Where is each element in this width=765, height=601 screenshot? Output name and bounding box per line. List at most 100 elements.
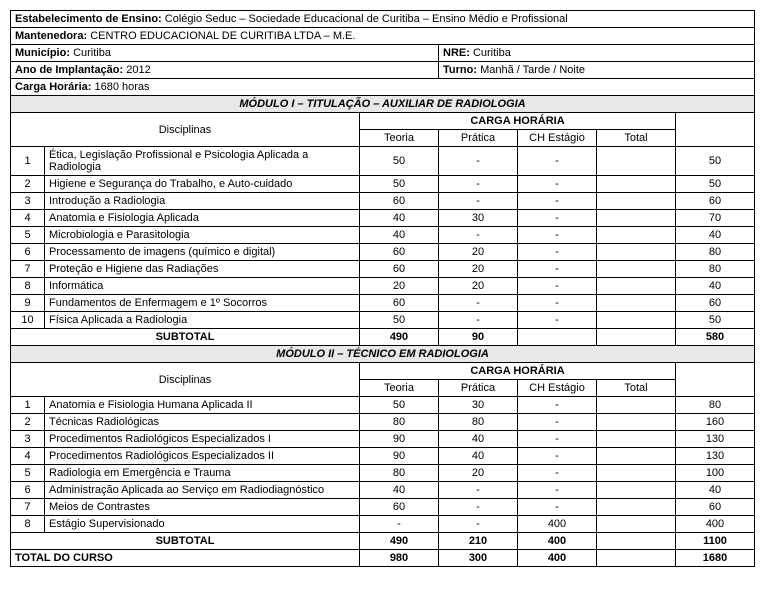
ano-label: Ano de Implantação: (15, 64, 123, 76)
row-pratica: 20 (439, 244, 518, 261)
row-disciplina: Procedimentos Radiológicos Especializado… (45, 431, 360, 448)
row-number: 5 (11, 465, 45, 482)
row-pratica: - (439, 516, 518, 533)
table-row: 4Anatomia e Fisiologia Aplicada4030-70 (11, 210, 755, 227)
row-estagio: - (518, 499, 597, 516)
carga-value: 1680 horas (94, 81, 149, 93)
total-curso-total: 1680 (676, 550, 755, 567)
table-row: 8Estágio Supervisionado--400400 (11, 516, 755, 533)
row-total: 50 (676, 147, 755, 176)
table-row: 3Introdução a Radiologia60--60 (11, 193, 755, 210)
module1-disciplinas-header: Disciplinas (11, 113, 360, 147)
row-total: 60 (676, 295, 755, 312)
row-number: 2 (11, 176, 45, 193)
table-row: 7Proteção e Higiene das Radiações6020-80 (11, 261, 755, 278)
row-estagio: 400 (518, 516, 597, 533)
curriculum-table: Estabelecimento de Ensino: Colégio Seduc… (10, 10, 755, 567)
row-teoria: 90 (360, 431, 439, 448)
module1-subtotal-total: 580 (676, 329, 755, 346)
row-disciplina: Introdução a Radiologia (45, 193, 360, 210)
module2-pratica-header: Prática (439, 380, 518, 397)
row-estagio: - (518, 482, 597, 499)
row-total: 40 (676, 227, 755, 244)
row-teoria: 50 (360, 176, 439, 193)
row-estabelecimento: Estabelecimento de Ensino: Colégio Seduc… (11, 11, 755, 28)
module1-subtotal-estagio (518, 329, 597, 346)
module2-subtotal-row: SUBTOTAL 490 210 400 1100 (11, 533, 755, 550)
row-teoria: 20 (360, 278, 439, 295)
table-row: 5Microbiologia e Parasitologia40--40 (11, 227, 755, 244)
row-number: 9 (11, 295, 45, 312)
row-ano: Ano de Implantação: 2012 Turno: Manhã / … (11, 62, 755, 79)
row-number: 4 (11, 210, 45, 227)
row-estagio: - (518, 414, 597, 431)
row-disciplina: Processamento de imagens (químico e digi… (45, 244, 360, 261)
row-teoria: 50 (360, 397, 439, 414)
total-curso-pratica: 300 (439, 550, 518, 567)
table-row: 6Administração Aplicada ao Serviço em Ra… (11, 482, 755, 499)
module2-subtotal-teoria: 490 (360, 533, 439, 550)
row-number: 10 (11, 312, 45, 329)
row-teoria: 40 (360, 227, 439, 244)
row-number: 1 (11, 397, 45, 414)
module1-subtotal-label: SUBTOTAL (11, 329, 360, 346)
row-pratica: - (439, 176, 518, 193)
row-pratica: - (439, 499, 518, 516)
estabelecimento-value: Colégio Seduc – Sociedade Educacional de… (165, 13, 568, 25)
row-pratica: 40 (439, 431, 518, 448)
row-number: 4 (11, 448, 45, 465)
row-carga: Carga Horária: 1680 horas (11, 79, 755, 96)
row-total: 80 (676, 244, 755, 261)
module2-subtotal-pratica: 210 (439, 533, 518, 550)
row-pratica: - (439, 227, 518, 244)
row-estagio: - (518, 278, 597, 295)
row-disciplina: Meios de Contrastes (45, 499, 360, 516)
row-total: 80 (676, 397, 755, 414)
row-estagio: - (518, 244, 597, 261)
row-mantenedora: Mantenedora: CENTRO EDUCACIONAL DE CURIT… (11, 28, 755, 45)
row-teoria: 90 (360, 448, 439, 465)
row-teoria: 60 (360, 244, 439, 261)
carga-label: Carga Horária: (15, 81, 91, 93)
table-row: 8Informática2020-40 (11, 278, 755, 295)
row-total: 50 (676, 312, 755, 329)
row-disciplina: Procedimentos Radiológicos Especializado… (45, 448, 360, 465)
municipio-value: Curitiba (73, 47, 111, 59)
municipio-label: Município: (15, 47, 70, 59)
module1-subtotal-pratica: 90 (439, 329, 518, 346)
table-row: 10Física Aplicada a Radiologia50--50 (11, 312, 755, 329)
row-estagio: - (518, 312, 597, 329)
row-total: 160 (676, 414, 755, 431)
row-total: 60 (676, 193, 755, 210)
module1-subtotal-row: SUBTOTAL 490 90 580 (11, 329, 755, 346)
row-disciplina: Fundamentos de Enfermagem e 1º Socorros (45, 295, 360, 312)
row-number: 6 (11, 482, 45, 499)
module2-subtotal-label: SUBTOTAL (11, 533, 360, 550)
row-disciplina: Técnicas Radiológicas (45, 414, 360, 431)
row-total: 400 (676, 516, 755, 533)
mantenedora-label: Mantenedora: (15, 30, 87, 42)
module1-pratica-header: Prática (439, 130, 518, 147)
module2-carga-header: CARGA HORÁRIA (360, 363, 676, 380)
table-row: 6Processamento de imagens (químico e dig… (11, 244, 755, 261)
row-number: 2 (11, 414, 45, 431)
module2-total-header: Total (597, 380, 676, 397)
row-total: 130 (676, 431, 755, 448)
row-total: 50 (676, 176, 755, 193)
row-teoria: 80 (360, 414, 439, 431)
row-pratica: 30 (439, 397, 518, 414)
module1-columns-row1: Disciplinas CARGA HORÁRIA (11, 113, 755, 130)
row-teoria: 60 (360, 193, 439, 210)
row-pratica: - (439, 482, 518, 499)
table-row: 5Radiologia em Emergência e Trauma8020-1… (11, 465, 755, 482)
row-disciplina: Administração Aplicada ao Serviço em Rad… (45, 482, 360, 499)
row-total: 80 (676, 261, 755, 278)
row-disciplina: Higiene e Segurança do Trabalho, e Auto-… (45, 176, 360, 193)
row-teoria: 60 (360, 499, 439, 516)
table-row: 1Ética, Legislação Profissional e Psicol… (11, 147, 755, 176)
mantenedora-value: CENTRO EDUCACIONAL DE CURITIBA LTDA – M.… (90, 30, 355, 42)
module1-header-row: MÓDULO I – TITULAÇÃO – AUXILIAR DE RADIO… (11, 96, 755, 113)
row-disciplina: Anatomia e Fisiologia Humana Aplicada II (45, 397, 360, 414)
total-curso-label: TOTAL DO CURSO (11, 550, 360, 567)
row-total: 100 (676, 465, 755, 482)
